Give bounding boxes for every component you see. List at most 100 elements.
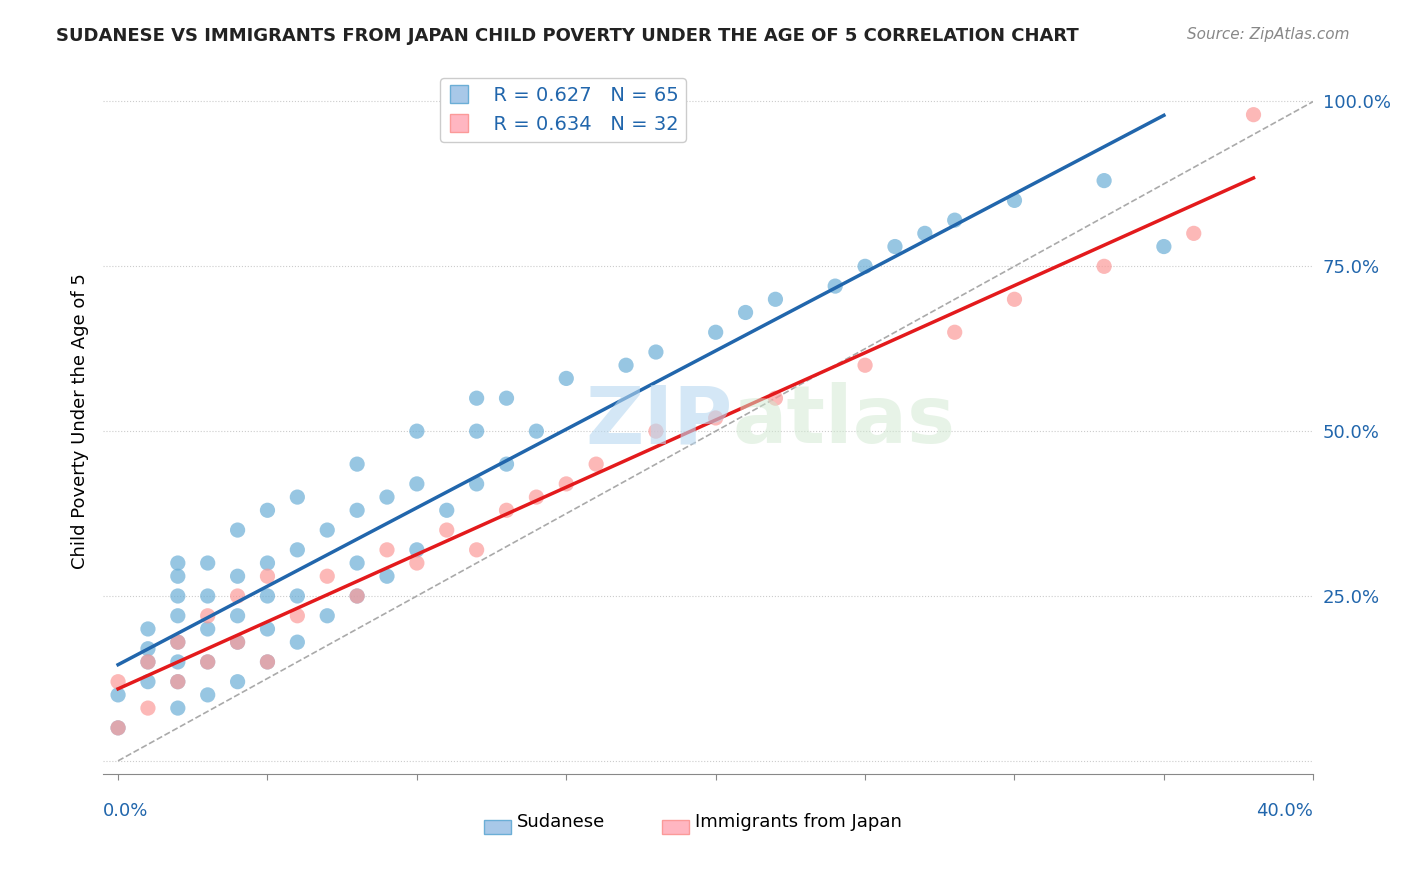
Point bbox=[405, 542, 427, 557]
Point bbox=[166, 674, 188, 689]
Legend:   R = 0.627   N = 65,   R = 0.634   N = 32: R = 0.627 N = 65, R = 0.634 N = 32 bbox=[440, 78, 686, 142]
Point bbox=[943, 213, 966, 227]
Point bbox=[285, 608, 308, 623]
Point bbox=[256, 655, 278, 669]
Point bbox=[197, 556, 219, 570]
Point bbox=[256, 556, 278, 570]
Point bbox=[1004, 293, 1026, 307]
Point bbox=[405, 556, 427, 570]
Point bbox=[136, 655, 159, 669]
Point bbox=[285, 635, 308, 649]
Text: atlas: atlas bbox=[733, 383, 956, 460]
Point bbox=[166, 635, 188, 649]
Point bbox=[107, 674, 129, 689]
Point bbox=[285, 490, 308, 504]
Point bbox=[166, 569, 188, 583]
FancyBboxPatch shape bbox=[662, 820, 689, 834]
Point bbox=[526, 490, 548, 504]
Point bbox=[316, 523, 339, 537]
Point bbox=[465, 391, 488, 405]
Point bbox=[765, 391, 787, 405]
Point bbox=[256, 655, 278, 669]
Point bbox=[375, 542, 398, 557]
Point bbox=[226, 608, 249, 623]
Point bbox=[1243, 108, 1265, 122]
Point bbox=[346, 589, 368, 603]
Point bbox=[107, 688, 129, 702]
Point bbox=[226, 635, 249, 649]
Point bbox=[166, 635, 188, 649]
Text: ZIP: ZIP bbox=[585, 383, 733, 460]
Point bbox=[1004, 194, 1026, 208]
Point bbox=[585, 457, 607, 471]
Point bbox=[197, 655, 219, 669]
Point bbox=[226, 569, 249, 583]
Point bbox=[285, 542, 308, 557]
Point bbox=[136, 655, 159, 669]
Point bbox=[256, 589, 278, 603]
Point bbox=[1092, 260, 1115, 274]
Point bbox=[346, 556, 368, 570]
Point bbox=[346, 503, 368, 517]
FancyBboxPatch shape bbox=[484, 820, 510, 834]
Point bbox=[1153, 239, 1175, 253]
Point bbox=[465, 542, 488, 557]
Point bbox=[346, 457, 368, 471]
Point bbox=[166, 701, 188, 715]
Point bbox=[166, 655, 188, 669]
Point bbox=[645, 424, 668, 438]
Point bbox=[943, 325, 966, 339]
Point bbox=[166, 674, 188, 689]
Point bbox=[136, 622, 159, 636]
Text: Sudanese: Sudanese bbox=[517, 813, 605, 831]
Point bbox=[316, 569, 339, 583]
Text: 0.0%: 0.0% bbox=[103, 802, 149, 821]
Text: Immigrants from Japan: Immigrants from Japan bbox=[695, 813, 901, 831]
Point bbox=[107, 721, 129, 735]
Point bbox=[704, 411, 727, 425]
Point bbox=[734, 305, 756, 319]
Point bbox=[197, 688, 219, 702]
Point bbox=[375, 569, 398, 583]
Point bbox=[136, 701, 159, 715]
Point bbox=[405, 424, 427, 438]
Text: Source: ZipAtlas.com: Source: ZipAtlas.com bbox=[1187, 27, 1350, 42]
Point bbox=[197, 608, 219, 623]
Point bbox=[1092, 173, 1115, 187]
Point bbox=[853, 260, 876, 274]
Point bbox=[375, 490, 398, 504]
Y-axis label: Child Poverty Under the Age of 5: Child Poverty Under the Age of 5 bbox=[72, 273, 89, 569]
Point bbox=[166, 589, 188, 603]
Point bbox=[704, 325, 727, 339]
Point bbox=[226, 523, 249, 537]
Point bbox=[436, 503, 458, 517]
Point bbox=[316, 608, 339, 623]
Point bbox=[436, 523, 458, 537]
Point bbox=[136, 674, 159, 689]
Point bbox=[226, 674, 249, 689]
Point bbox=[256, 569, 278, 583]
Point bbox=[1182, 227, 1205, 241]
Point bbox=[166, 556, 188, 570]
Point bbox=[495, 391, 517, 405]
Point bbox=[166, 608, 188, 623]
Point bbox=[197, 655, 219, 669]
Point bbox=[495, 457, 517, 471]
Point bbox=[107, 721, 129, 735]
Point bbox=[614, 358, 637, 372]
Point bbox=[465, 476, 488, 491]
Point bbox=[465, 424, 488, 438]
Point bbox=[914, 227, 936, 241]
Point bbox=[256, 622, 278, 636]
Point bbox=[495, 503, 517, 517]
Point bbox=[346, 589, 368, 603]
Point bbox=[526, 424, 548, 438]
Point bbox=[226, 635, 249, 649]
Point bbox=[285, 589, 308, 603]
Point bbox=[197, 589, 219, 603]
Text: SUDANESE VS IMMIGRANTS FROM JAPAN CHILD POVERTY UNDER THE AGE OF 5 CORRELATION C: SUDANESE VS IMMIGRANTS FROM JAPAN CHILD … bbox=[56, 27, 1078, 45]
Point bbox=[884, 239, 907, 253]
Point bbox=[197, 622, 219, 636]
Point bbox=[226, 589, 249, 603]
Point bbox=[645, 345, 668, 359]
